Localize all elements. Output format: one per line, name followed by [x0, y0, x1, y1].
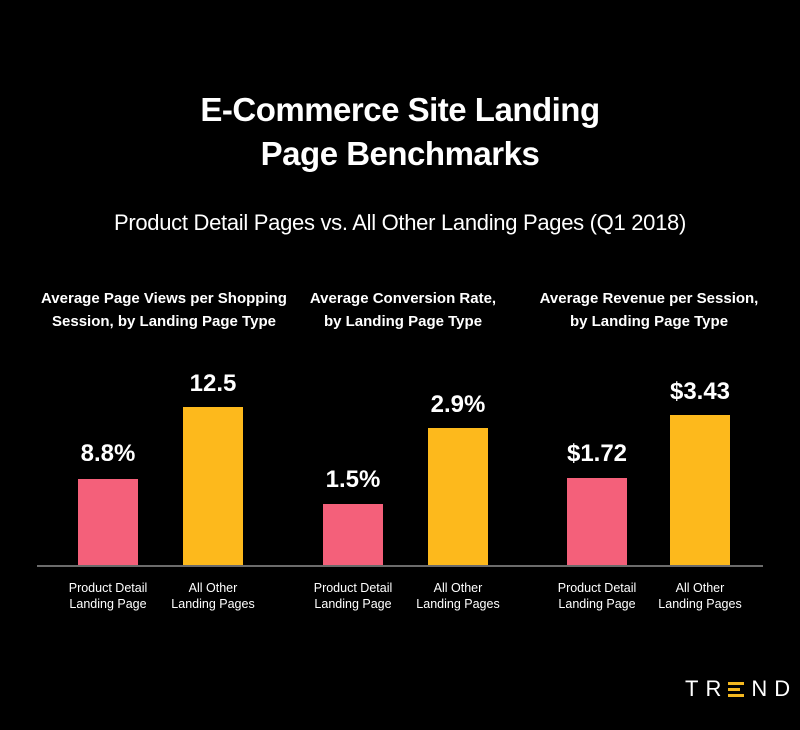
- category-label: All Other Landing Pages: [171, 581, 255, 611]
- panel-title-line2: Session, by Landing Page Type: [52, 313, 276, 330]
- chart-title-line2: Page Benchmarks: [260, 135, 540, 172]
- value-label: 1.5%: [325, 466, 381, 493]
- bar-all-other: [183, 407, 243, 566]
- chart-title-line1: E-Commerce Site Landing: [200, 91, 600, 128]
- bar-all-other: [428, 428, 488, 566]
- category-label: Product Detail Landing Page: [313, 581, 393, 611]
- panel-title-conversion-rate: Average Conversion Rate, by Landing Page…: [268, 287, 538, 333]
- category-label: Product Detail Landing Page: [68, 581, 148, 611]
- panel-title-page-views: Average Page Views per Shopping Session,…: [29, 287, 299, 333]
- panel-title-line2: by Landing Page Type: [569, 313, 729, 330]
- value-label: 12.5: [189, 370, 237, 397]
- category-label: All Other Landing Pages: [416, 581, 500, 611]
- chart-title: E-Commerce Site Landing Page Benchmarks: [0, 88, 800, 176]
- panel-title-line1: Average Conversion Rate,: [309, 290, 497, 307]
- value-label: $1.72: [566, 440, 628, 467]
- x-axis-baseline: [37, 565, 763, 567]
- panel-title-revenue: Average Revenue per Session, by Landing …: [514, 287, 784, 333]
- value-label: 2.9%: [430, 391, 486, 418]
- value-label: $3.43: [669, 378, 731, 405]
- panel-title-line2: by Landing Page Type: [323, 313, 483, 330]
- bar-all-other: [670, 415, 730, 566]
- category-label: Product Detail Landing Page: [557, 581, 637, 611]
- category-label: All Other Landing Pages: [658, 581, 742, 611]
- logo-e-bars-icon: [728, 681, 745, 697]
- trend-logo: TR ND: [685, 676, 798, 701]
- bar-product-detail: [323, 504, 383, 566]
- chart-subtitle: Product Detail Pages vs. All Other Landi…: [113, 210, 687, 235]
- value-label: 8.8%: [80, 440, 136, 467]
- bar-product-detail: [567, 478, 627, 566]
- panel-title-line1: Average Revenue per Session,: [539, 290, 759, 307]
- bar-product-detail: [78, 479, 138, 566]
- panel-title-line1: Average Page Views per Shopping: [41, 290, 287, 307]
